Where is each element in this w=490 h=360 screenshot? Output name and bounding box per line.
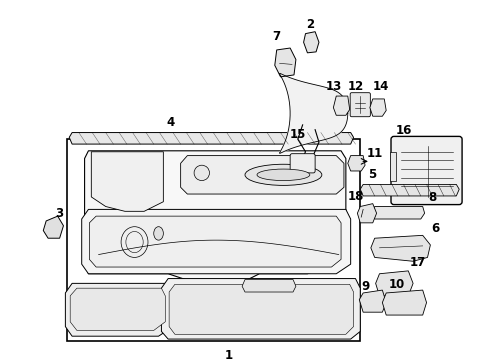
Text: 5: 5 [368,168,376,181]
Text: 1: 1 [224,349,233,360]
Polygon shape [360,184,459,196]
Ellipse shape [245,164,322,185]
Polygon shape [242,279,296,292]
Polygon shape [382,290,426,315]
Polygon shape [333,96,350,115]
Polygon shape [169,284,354,334]
Polygon shape [91,152,163,211]
Text: 6: 6 [431,222,440,235]
Polygon shape [359,290,386,312]
Polygon shape [373,207,425,219]
Polygon shape [70,288,165,330]
Polygon shape [85,151,346,283]
Polygon shape [357,204,377,223]
Circle shape [194,165,209,181]
Text: 4: 4 [167,116,175,130]
Text: 16: 16 [395,124,412,137]
Ellipse shape [257,169,310,181]
FancyBboxPatch shape [290,154,315,173]
Polygon shape [65,283,173,336]
Text: 2: 2 [306,18,315,31]
Polygon shape [304,32,319,53]
Polygon shape [370,99,386,116]
Polygon shape [89,216,341,267]
Text: 8: 8 [428,192,437,204]
Text: 18: 18 [347,190,364,203]
Bar [67,139,360,341]
FancyBboxPatch shape [391,136,462,204]
Text: 11: 11 [367,147,383,160]
Ellipse shape [154,227,163,240]
Text: 14: 14 [372,80,389,93]
Polygon shape [376,271,413,296]
Text: 9: 9 [361,280,369,293]
Text: 7: 7 [272,30,281,43]
Polygon shape [43,216,64,238]
Polygon shape [348,156,365,171]
Polygon shape [161,279,360,339]
Polygon shape [181,156,344,194]
FancyBboxPatch shape [350,93,370,117]
Polygon shape [280,73,348,153]
Polygon shape [275,48,296,77]
Text: 12: 12 [347,80,364,93]
Text: 15: 15 [290,128,306,141]
Text: 13: 13 [325,80,342,93]
Polygon shape [69,132,354,144]
Polygon shape [82,210,351,274]
Text: 3: 3 [55,207,64,220]
Bar [390,152,396,181]
Text: 17: 17 [410,256,426,269]
Polygon shape [371,235,430,261]
Text: 10: 10 [389,278,405,291]
